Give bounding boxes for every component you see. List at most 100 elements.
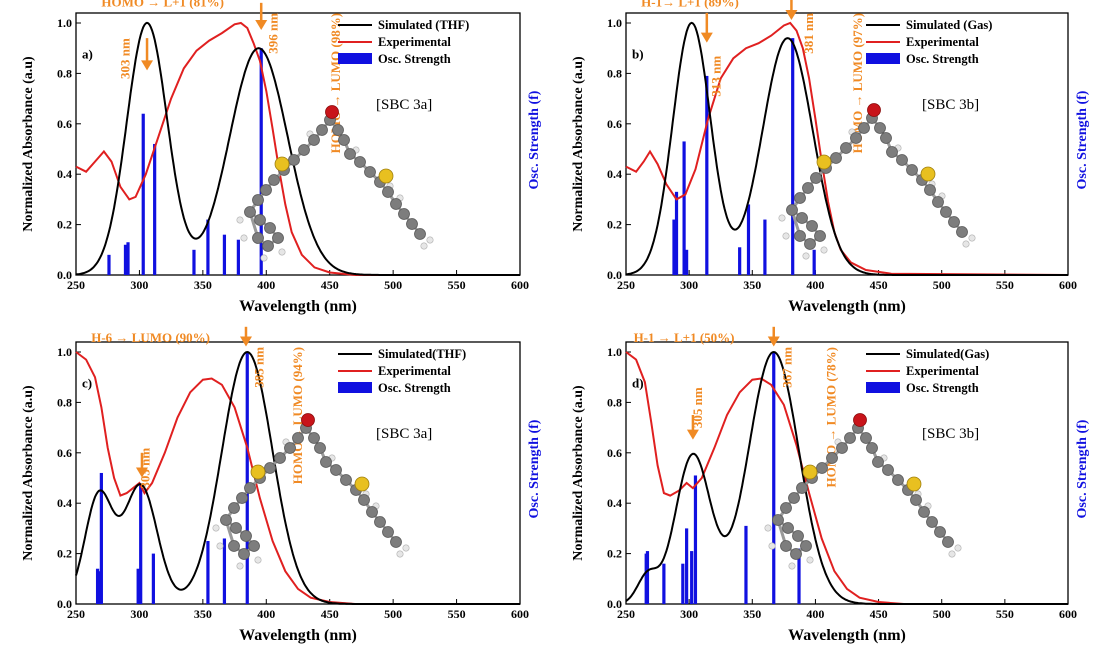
legend-label: Osc. Strength: [378, 52, 451, 66]
carbon-atom: [240, 530, 252, 542]
carbon-atom: [906, 164, 918, 176]
osc-strength-bar: [685, 528, 689, 604]
x-tick-label: 600: [511, 607, 529, 621]
y-tick-label: 0.6: [57, 117, 72, 131]
x-tick-label: 500: [384, 278, 402, 292]
carbon-atom: [382, 526, 394, 538]
sulfur-atom: [250, 464, 266, 480]
y-tick-label: 0.8: [57, 395, 72, 409]
annotation-arrow-head: [767, 336, 780, 347]
carbon-atom: [330, 464, 342, 476]
y-tick-label: 0.8: [57, 66, 72, 80]
osc-strength-bar: [136, 568, 140, 604]
carbon-atom: [244, 206, 256, 218]
osc-strength-bar: [151, 553, 155, 604]
carbon-atom: [254, 214, 266, 226]
x-tick-label: 250: [617, 607, 635, 621]
carbon-atom: [354, 156, 366, 168]
hydrogen-atom: [420, 242, 428, 250]
carbon-atom: [926, 516, 938, 528]
chart-panel: 250 300 350 400 450 500 550 600 0.0 0.2 0.4 0.6 0.8 1…: [571, 326, 1090, 644]
annotation-label: 396 nm: [266, 13, 281, 54]
y-tick-label: 0.6: [607, 446, 622, 460]
carbon-atom: [268, 174, 280, 186]
carbon-atom: [236, 492, 248, 504]
x-tick-label: 450: [321, 607, 339, 621]
osc-strength-bar: [744, 525, 748, 604]
legend-label: Simulated (Gas): [906, 18, 992, 32]
carbon-atom: [252, 232, 264, 244]
carbon-atom: [332, 124, 344, 136]
carbon-atom: [816, 462, 828, 474]
molecule-structure-icon: [778, 103, 976, 260]
hydrogen-atom: [236, 216, 244, 224]
carbon-atom: [874, 122, 886, 134]
carbon-atom: [850, 132, 862, 144]
carbon-atom: [228, 502, 240, 514]
osc-strength-bar: [206, 541, 210, 604]
carbon-atom: [274, 452, 286, 464]
hydrogen-atom: [954, 544, 962, 552]
osc-strength-bar: [662, 563, 666, 604]
oxygen-atom: [301, 413, 315, 427]
compound-label: [SBC 3b]: [922, 426, 979, 442]
osc-strength-bar: [222, 538, 227, 604]
panel-letter: b): [632, 46, 644, 61]
hydrogen-atom: [236, 562, 244, 570]
x-tick-label: 350: [194, 607, 212, 621]
x-axis-label: Wavelength (nm): [788, 298, 906, 315]
plot-frame: [625, 12, 1069, 276]
carbon-atom: [772, 514, 784, 526]
x-tick-label: 300: [680, 607, 698, 621]
osc-strength-bar: [791, 38, 795, 276]
carbon-atom: [956, 226, 968, 238]
osc-strength-bar: [812, 249, 816, 275]
osc-strength-bar: [672, 219, 676, 275]
x-tick-label: 350: [194, 278, 212, 292]
panel-letter: a): [82, 46, 93, 61]
osc-strength-bar: [107, 254, 111, 275]
hydrogen-atom: [278, 248, 286, 256]
x-tick-label: 250: [67, 278, 85, 292]
oxygen-atom: [325, 105, 339, 119]
carbon-atom: [398, 208, 410, 220]
sulfur-atom: [354, 476, 370, 492]
carbon-atom: [252, 194, 264, 206]
x-tick-label: 300: [130, 607, 148, 621]
hydrogen-atom: [764, 524, 772, 532]
carbon-atom: [792, 530, 804, 542]
y-tick-label: 0.0: [57, 597, 72, 611]
plot-frame: [75, 12, 521, 276]
legend-label: Osc. Strength: [906, 381, 979, 395]
annotation-label: H-1 → L+1 (50%): [634, 330, 735, 345]
x-axis-label: Wavelength (nm): [239, 298, 357, 315]
hydrogen-atom: [948, 550, 956, 558]
x-tick-label: 550: [996, 278, 1014, 292]
legend-swatch: [866, 382, 900, 393]
osc-strength-bar: [674, 191, 679, 275]
osc-strength-bar: [259, 48, 263, 276]
osc-strength-bar: [682, 141, 686, 275]
legend-swatch: [866, 53, 900, 64]
x-tick-label: 450: [870, 278, 888, 292]
y-tick-label: 0.4: [607, 167, 622, 181]
y-tick-label: 0.6: [57, 446, 72, 460]
osc-strength-bar: [797, 548, 801, 604]
y-axis-label: Normalized Absorbance (a.u): [21, 56, 36, 232]
x-tick-label: 350: [743, 278, 761, 292]
compound-label: [SBC 3a]: [376, 426, 432, 442]
carbon-atom: [794, 192, 806, 204]
panel-letter: c): [82, 375, 92, 390]
carbon-atom: [836, 442, 848, 454]
simulated-line: [75, 21, 520, 276]
experimental-line: [75, 351, 520, 605]
carbon-atom: [934, 526, 946, 538]
annotation-arrow-head: [141, 60, 154, 71]
carbon-atom: [220, 514, 232, 526]
carbon-atom: [866, 442, 878, 454]
annotation-arrow-head: [255, 20, 268, 31]
carbon-atom: [896, 154, 908, 166]
legend-label: Experimental: [906, 364, 979, 378]
carbon-atom: [390, 198, 402, 210]
osc-strength-bar: [681, 563, 685, 604]
